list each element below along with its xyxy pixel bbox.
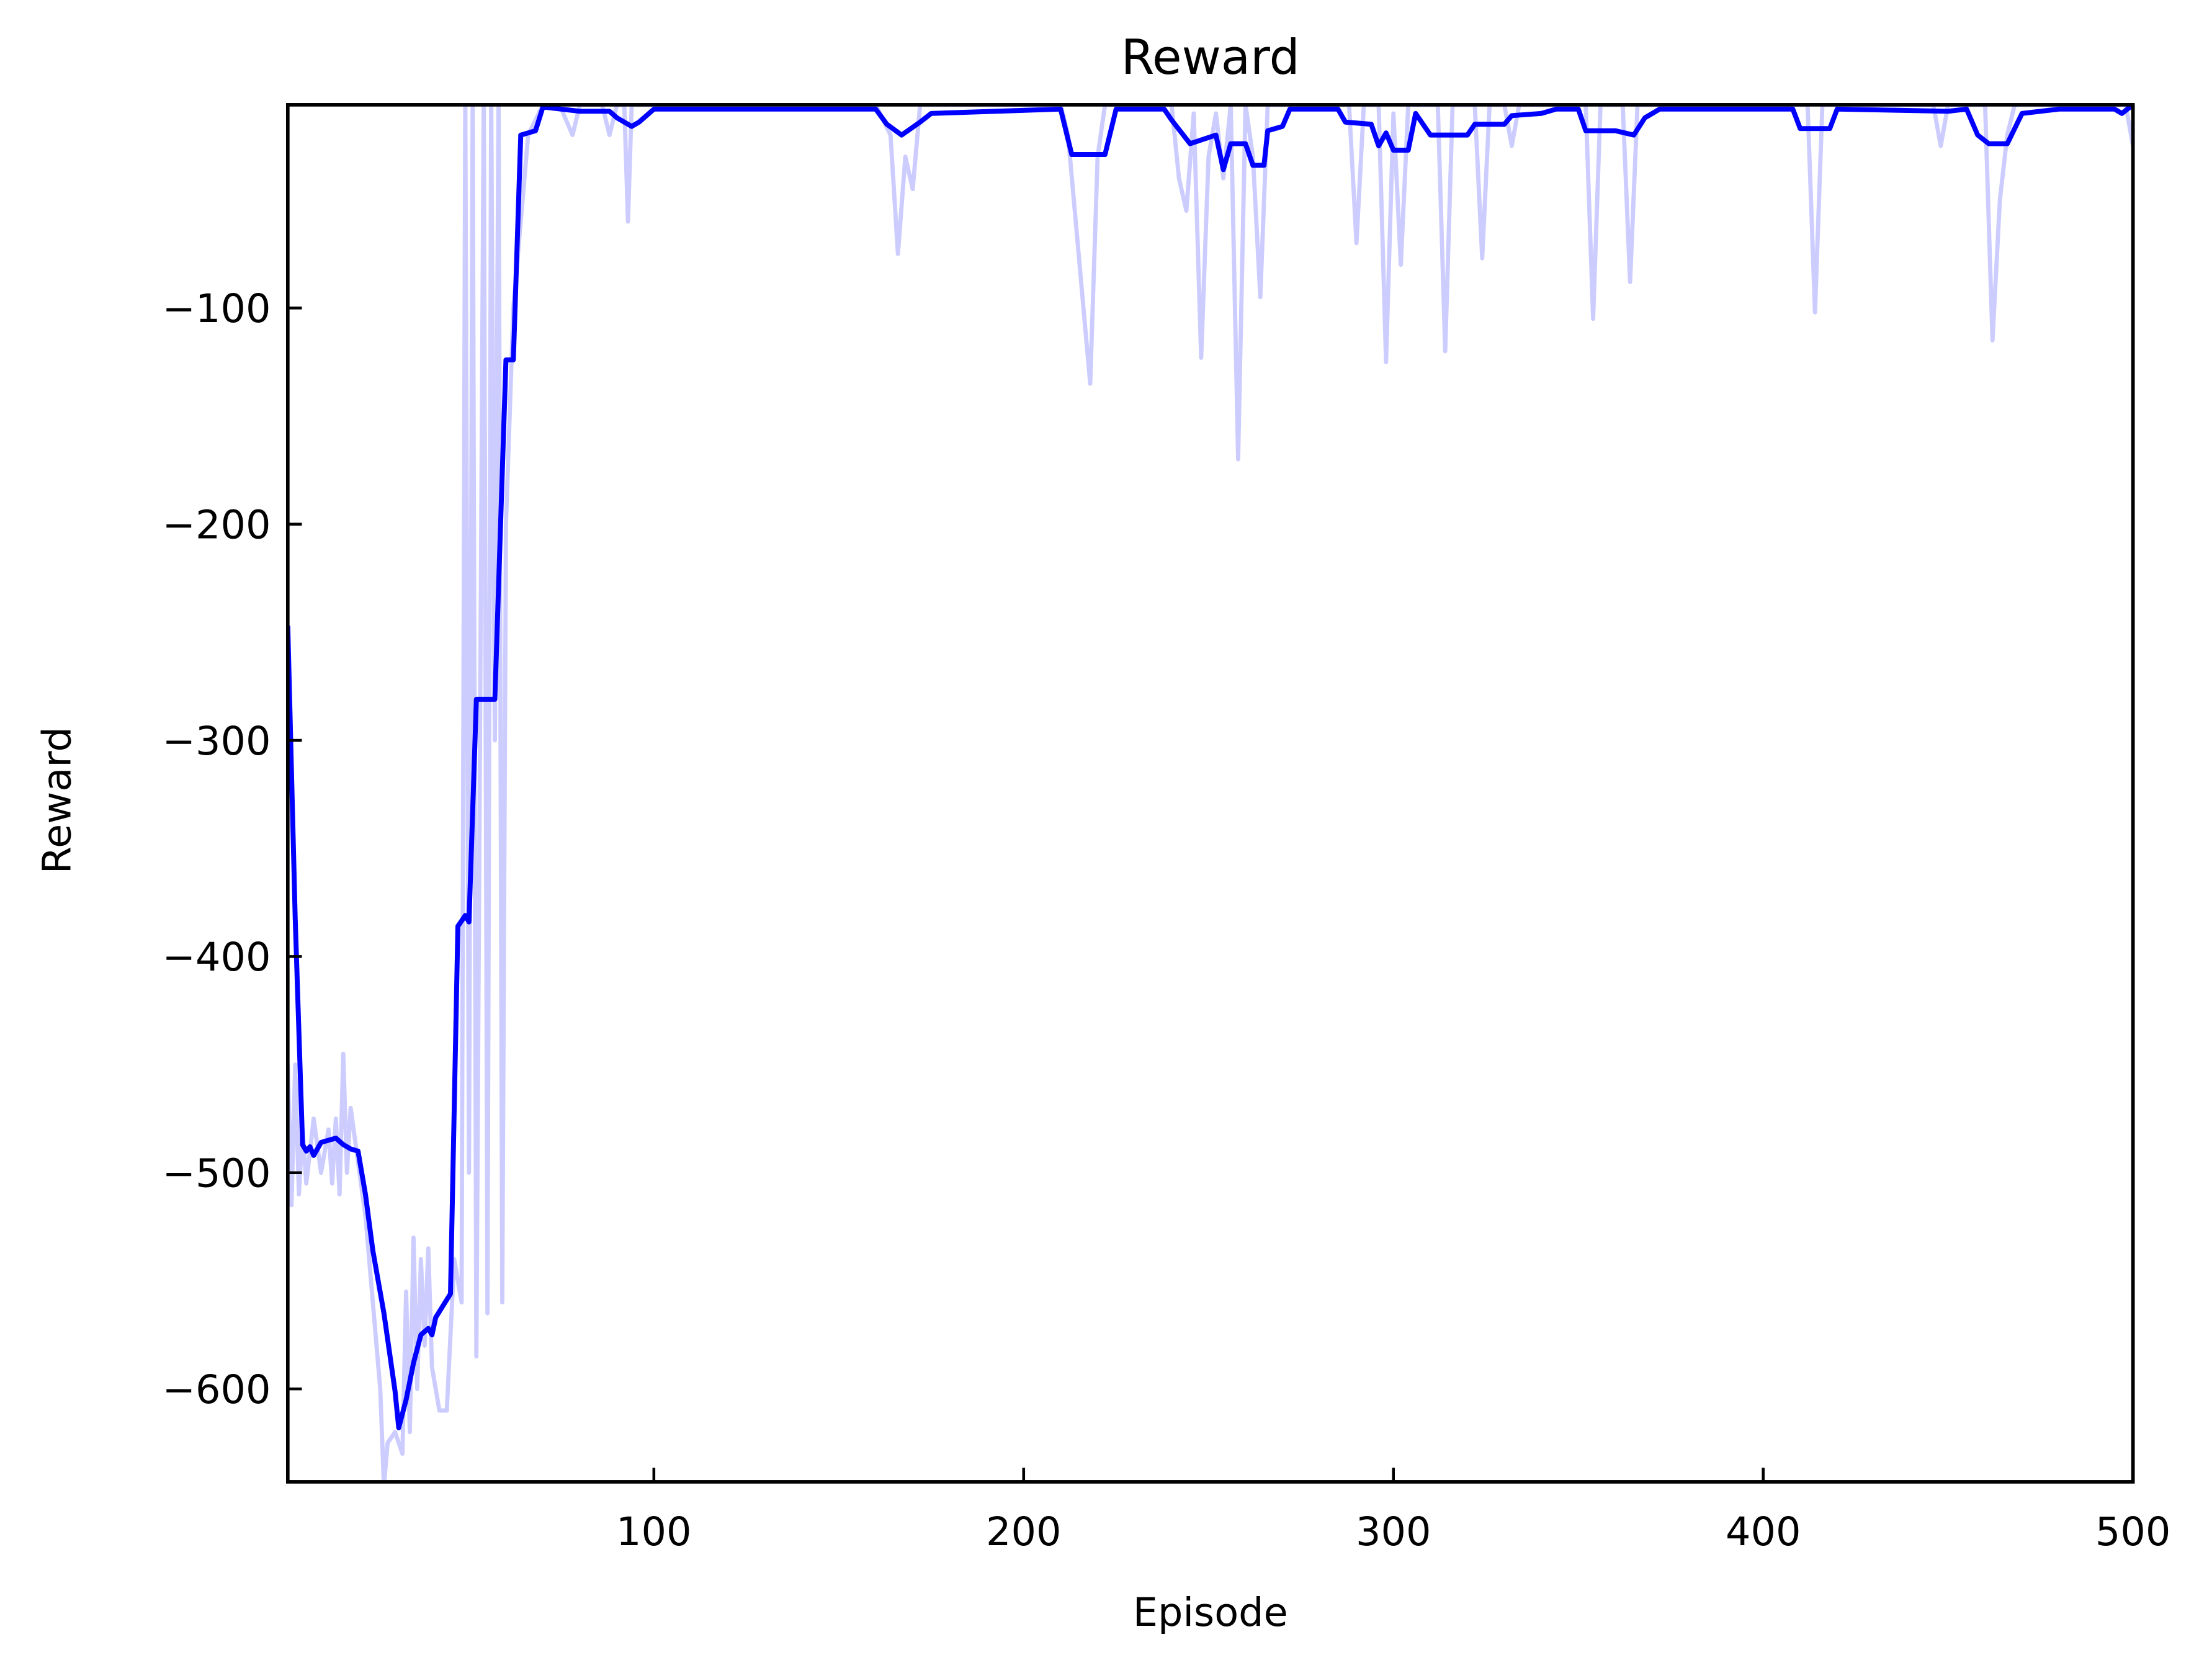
x-tick-label: 500	[2095, 1509, 2171, 1555]
y-tick-label: −100	[163, 286, 271, 332]
series-line	[287, 104, 2133, 1482]
y-tick-label: −600	[163, 1367, 271, 1413]
chart-title: Reward	[1121, 30, 1300, 86]
y-tick-label: −200	[163, 502, 271, 548]
x-tick-label: 300	[1356, 1509, 1431, 1555]
plot-area	[287, 104, 2133, 1482]
x-tick-label: 200	[986, 1509, 1062, 1555]
y-tick-label: −500	[163, 1151, 271, 1196]
x-tick-label: 100	[616, 1509, 692, 1555]
y-tick-label: −300	[163, 719, 271, 765]
x-tick-label: 400	[1726, 1509, 1801, 1555]
axes-frame	[285, 103, 2135, 1484]
series-line	[287, 104, 2133, 1430]
x-axis-label: Episode	[1133, 1590, 1288, 1636]
y-tick-label: −400	[163, 935, 271, 980]
y-axis-label: Reward	[35, 727, 81, 874]
